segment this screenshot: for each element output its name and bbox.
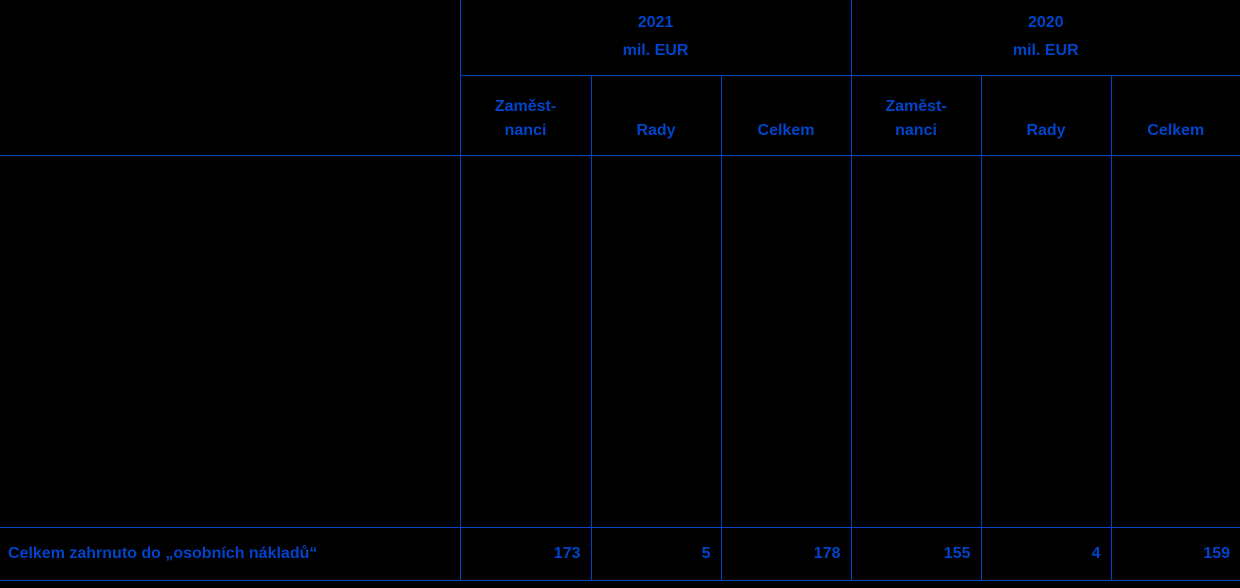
year-header-row: 2021 mil. EUR 2020 mil. EUR (0, 0, 1240, 76)
column-header-celkem-2021: Celkem (720, 75, 851, 156)
column-header-rady-2021: Rady (590, 75, 721, 156)
total-value-2020-zamestnanci: 155 (850, 526, 981, 581)
year-header-2020: 2020 mil. EUR (850, 0, 1240, 76)
column-header-zamestnanci-2021: Zaměst- nanci (459, 75, 591, 156)
body-label-cell (0, 155, 460, 527)
body-cell (720, 155, 851, 527)
table-body-spacer (0, 155, 1240, 527)
body-cell (850, 155, 981, 527)
column-header-rady-2020: Rady (980, 75, 1111, 156)
body-cell (590, 155, 721, 527)
column-header-zamestnanci-2020: Zaměst- nanci (850, 75, 981, 156)
total-value-2020-celkem: 159 (1110, 526, 1240, 581)
column-header-row: Zaměst- nanci Rady Celkem Zaměst- nanci … (0, 75, 1240, 156)
total-value-2020-rady: 4 (980, 526, 1111, 581)
body-cell (1110, 155, 1240, 527)
corner-cell-top (0, 0, 460, 75)
corner-cell-sub (0, 75, 460, 156)
total-value-2021-celkem: 178 (720, 526, 851, 581)
total-row-label: Celkem zahrnuto do „osobních nákladů“ (0, 526, 460, 581)
body-cell (459, 155, 591, 527)
total-value-2021-rady: 5 (590, 526, 721, 581)
total-row: Celkem zahrnuto do „osobních nákladů“ 17… (0, 526, 1240, 581)
year-header-2021: 2021 mil. EUR (459, 0, 851, 76)
body-cell (980, 155, 1111, 527)
total-value-2021-zamestnanci: 173 (459, 526, 591, 581)
column-header-celkem-2020: Celkem (1110, 75, 1240, 156)
